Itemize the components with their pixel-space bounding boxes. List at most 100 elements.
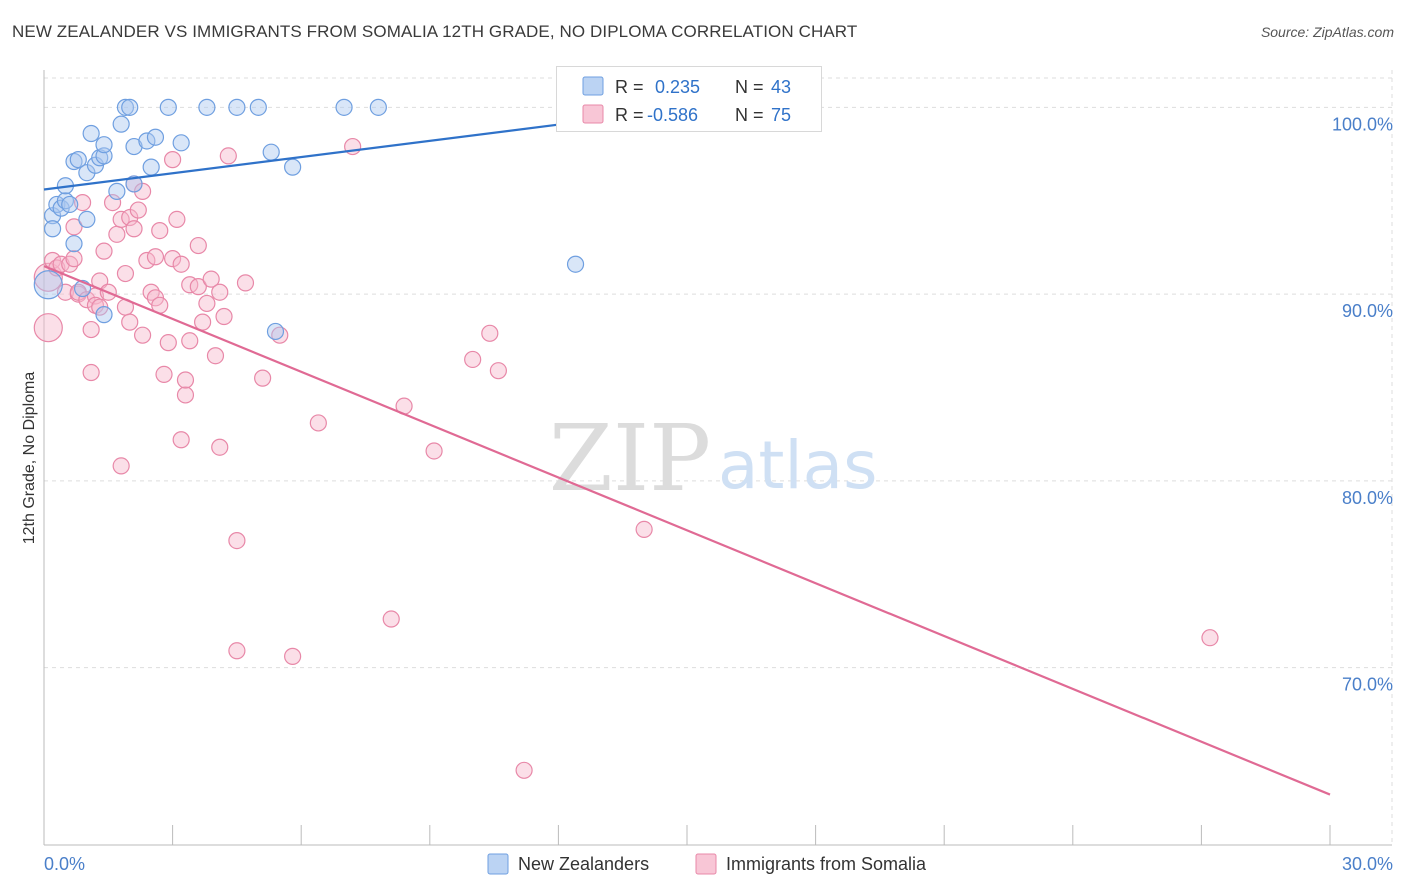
data-point <box>78 291 96 309</box>
data-point <box>159 98 177 116</box>
data-point <box>82 124 100 143</box>
data-point <box>189 236 207 255</box>
data-point <box>219 147 237 165</box>
data-point <box>95 136 113 154</box>
legend-item-immigrants-from-somalia: Immigrants from Somalia <box>726 854 927 874</box>
data-point <box>284 158 302 176</box>
data-point <box>189 278 207 296</box>
data-point <box>146 248 165 266</box>
data-point <box>206 347 225 365</box>
legend-swatch-blue <box>582 76 604 96</box>
data-point <box>215 307 233 326</box>
data-point <box>176 386 195 404</box>
data-point <box>73 193 92 212</box>
data-point <box>65 218 83 236</box>
legend-r-value-2: -0.586 <box>647 105 698 125</box>
trend-line-somalia <box>43 265 1331 796</box>
data-point <box>159 334 177 352</box>
data-point <box>489 362 507 380</box>
data-point <box>382 610 400 628</box>
source-label: Source: ZipAtlas.com <box>1260 24 1394 40</box>
x-tick-label-min: 0.0% <box>44 854 85 874</box>
data-point <box>151 222 169 240</box>
data-point <box>108 225 126 243</box>
data-point <box>228 532 246 550</box>
data-point <box>108 182 126 200</box>
data-point <box>164 151 182 169</box>
data-point <box>121 98 139 116</box>
data-point <box>65 250 83 268</box>
x-tick-labels: 0.0% 30.0% <box>44 854 1393 874</box>
data-point <box>335 98 353 116</box>
data-point <box>112 457 130 475</box>
data-point <box>142 158 160 176</box>
data-point <box>198 294 216 313</box>
data-point <box>116 98 135 116</box>
data-point <box>369 98 387 116</box>
data-point <box>172 134 190 152</box>
data-point <box>309 414 327 432</box>
data-point <box>125 175 143 193</box>
data-point <box>33 270 63 300</box>
legend-n-value-1: 43 <box>771 77 791 97</box>
data-point <box>228 98 246 116</box>
data-point <box>198 98 216 116</box>
data-point <box>172 431 190 449</box>
series-legend: New Zealanders Immigrants from Somalia <box>0 852 1406 878</box>
data-point <box>43 220 62 238</box>
chart-title: NEW ZEALANDER VS IMMIGRANTS FROM SOMALIA… <box>12 22 858 41</box>
data-point <box>138 132 156 150</box>
data-point <box>172 255 190 273</box>
data-point <box>146 128 165 146</box>
data-point <box>112 115 130 133</box>
legend-r-value-1: 0.235 <box>655 77 700 97</box>
data-point <box>82 363 100 382</box>
data-point <box>121 313 139 331</box>
legend-swatch-pink <box>582 104 604 124</box>
data-point <box>155 365 173 383</box>
data-point <box>202 270 220 288</box>
legend-item-new-zealanders: New Zealanders <box>518 854 649 874</box>
stats-legend: R = 0.235 N = 43 R = -0.586 N = 75 <box>556 66 822 132</box>
data-point <box>266 322 285 341</box>
y-tick-label: 80.0% <box>1342 488 1393 508</box>
data-point <box>481 324 499 342</box>
data-point <box>236 274 255 292</box>
y-tick-labels: 70.0% 80.0% 90.0% 100.0% <box>1332 114 1393 694</box>
legend-item-somalia-swatch <box>695 853 717 875</box>
data-point <box>69 151 87 169</box>
data-point <box>228 642 246 660</box>
data-point <box>425 442 443 460</box>
data-point <box>78 210 96 228</box>
data-point <box>33 313 63 343</box>
data-point <box>211 438 229 456</box>
data-point <box>262 143 280 161</box>
y-tick-label: 90.0% <box>1342 301 1393 321</box>
data-point <box>125 220 143 238</box>
data-point <box>164 250 182 268</box>
legend-r-label-1: R = <box>615 77 644 97</box>
data-point <box>635 520 653 538</box>
data-point <box>82 320 100 339</box>
data-point <box>1201 629 1219 647</box>
data-point <box>194 313 212 331</box>
axes <box>43 70 1392 846</box>
data-point <box>464 350 482 369</box>
legend-item-new-zealanders-swatch <box>487 853 509 875</box>
grid <box>44 70 1393 845</box>
legend-n-value-2: 75 <box>771 105 791 125</box>
data-point <box>138 251 156 270</box>
watermark: ZIP atlas <box>549 405 878 512</box>
data-point <box>566 255 585 273</box>
y-axis-label: 12th Grade, No Diploma <box>21 372 38 545</box>
data-point <box>168 210 186 228</box>
y-tick-label: 70.0% <box>1342 675 1393 695</box>
data-point <box>515 761 533 779</box>
data-point <box>181 332 199 350</box>
legend-r-label-2: R = <box>615 105 644 125</box>
data-point <box>284 647 302 665</box>
data-point <box>176 371 195 389</box>
data-point <box>116 264 135 283</box>
legend-n-label-2: N = <box>735 105 764 125</box>
